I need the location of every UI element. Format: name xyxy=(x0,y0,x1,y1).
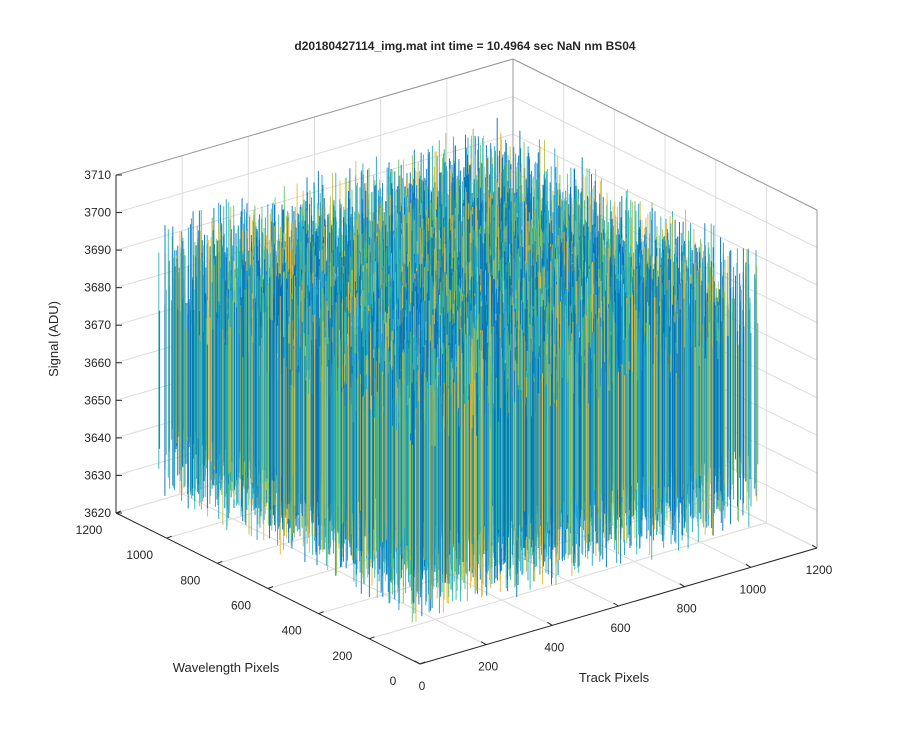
side-wall-grid-line xyxy=(512,96,818,249)
floor-grid-line xyxy=(369,522,767,640)
surface-plot xyxy=(158,118,759,623)
back-wall-grid-line xyxy=(115,96,514,214)
side-wall-grid-line xyxy=(512,133,818,286)
